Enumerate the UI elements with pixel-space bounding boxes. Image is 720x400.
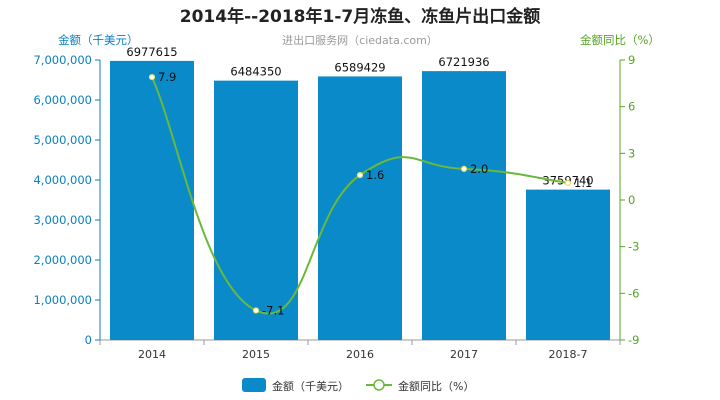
growth-point bbox=[564, 179, 572, 186]
growth-line: 7.9 -7.1 1.6 2.0 1.1 bbox=[148, 70, 592, 317]
growth-line-path bbox=[151, 76, 569, 315]
right-axis-tick-label: 3 bbox=[628, 146, 635, 160]
x-axis-tick-label: 2018-7 bbox=[549, 348, 588, 361]
left-axis-tick-label: 1,000,000 bbox=[33, 293, 92, 307]
legend: 金额（千美元） 金额同比（%） bbox=[242, 378, 474, 393]
growth-value-label: 7.9 bbox=[158, 70, 176, 84]
left-axis-tick-label: 5,000,000 bbox=[33, 133, 92, 147]
bar bbox=[526, 189, 610, 340]
right-axis-title: 金额同比（%） bbox=[580, 33, 660, 47]
bar-labels: 69776156484350658942967219363759740 bbox=[126, 45, 593, 188]
right-axis-tick-label: 9 bbox=[628, 53, 635, 67]
right-axis-tick-label: 0 bbox=[628, 193, 635, 207]
growth-value-label: 1.6 bbox=[366, 168, 384, 182]
bar-value-label: 6721936 bbox=[438, 55, 489, 69]
legend-line-marker bbox=[373, 379, 385, 391]
left-axis-tick-label: 7,000,000 bbox=[33, 53, 92, 67]
left-axis-tick-label: 2,000,000 bbox=[33, 253, 92, 267]
axes: 0 1,000,000 2,000,000 3,000,000 4,000,000 5,0… bbox=[33, 53, 639, 361]
bar-value-label: 6484350 bbox=[230, 65, 281, 79]
chart-subtitle: 进出口服务网（ciedata.com） bbox=[282, 33, 438, 47]
bars bbox=[110, 60, 610, 341]
legend-bar-label: 金额（千美元） bbox=[272, 379, 349, 393]
legend-bar-swatch bbox=[242, 378, 266, 392]
right-axis-tick-label: -6 bbox=[628, 286, 639, 300]
x-axis-tick-label: 2016 bbox=[346, 348, 374, 361]
left-axis-title: 金额（千美元） bbox=[58, 33, 139, 47]
growth-point bbox=[356, 172, 364, 179]
left-axis-tick-label: 3,000,000 bbox=[33, 213, 92, 227]
right-axis-tick-label: -3 bbox=[628, 240, 639, 254]
left-axis-tick-label: 0 bbox=[85, 333, 92, 347]
bar bbox=[214, 80, 298, 340]
x-axis-tick-label: 2014 bbox=[138, 348, 166, 361]
bar-value-label: 6589429 bbox=[334, 60, 385, 74]
left-axis-tick-label: 4,000,000 bbox=[33, 173, 92, 187]
chart-title: 2014年--2018年1-7月冻鱼、冻鱼片出口金额 bbox=[180, 6, 540, 27]
right-axis-tick-label: -9 bbox=[628, 333, 639, 347]
legend-line-label: 金额同比（%） bbox=[398, 379, 474, 393]
bar bbox=[318, 76, 402, 340]
growth-value-label: 1.1 bbox=[574, 176, 592, 190]
bar bbox=[110, 60, 194, 341]
growth-point bbox=[460, 165, 468, 172]
bar bbox=[422, 71, 506, 340]
bar-value-label: 6977615 bbox=[126, 45, 177, 59]
growth-point bbox=[252, 307, 260, 314]
growth-point bbox=[148, 74, 156, 81]
left-axis-tick-label: 6,000,000 bbox=[33, 93, 92, 107]
right-axis-tick-label: 6 bbox=[628, 100, 635, 114]
x-axis-tick-label: 2015 bbox=[242, 348, 270, 361]
x-axis-tick-label: 2017 bbox=[450, 348, 478, 361]
growth-value-label: -7.1 bbox=[262, 303, 284, 317]
growth-value-label: 2.0 bbox=[470, 162, 488, 176]
